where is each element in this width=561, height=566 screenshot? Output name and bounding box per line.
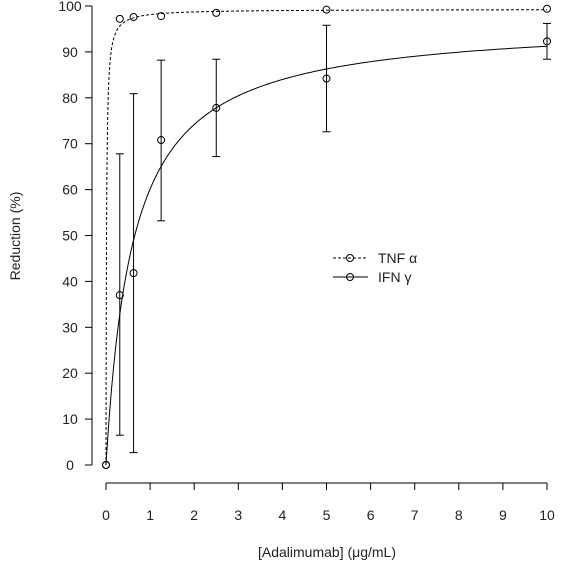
y-tick-label: 80 xyxy=(62,90,78,106)
data-point-tnf xyxy=(157,12,166,21)
legend: TNF α IFN γ xyxy=(333,250,417,285)
x-tick-label: 1 xyxy=(146,507,154,523)
data-point-ifn xyxy=(322,74,331,83)
data-point-tnf xyxy=(212,8,221,17)
data-point-tnf xyxy=(115,14,124,23)
y-tick-label: 40 xyxy=(62,273,78,289)
data-point-ifn xyxy=(543,37,551,46)
legend-marker-tnf xyxy=(346,254,354,262)
data-point-tnf xyxy=(322,5,331,14)
fit-curve-tnf xyxy=(105,9,547,465)
x-axis-title: [Adalimumab] (μg/mL) xyxy=(258,544,396,560)
data-point-tnf xyxy=(543,4,551,13)
y-axis-title: Reduction (%) xyxy=(7,192,23,281)
data-point-ifn xyxy=(212,103,221,112)
y-tick-label: 20 xyxy=(62,365,78,381)
y-tick-label: 30 xyxy=(62,319,78,335)
y-tick-label: 0 xyxy=(66,457,74,473)
x-tick-label: 9 xyxy=(499,507,507,523)
x-tick-label: 2 xyxy=(190,507,198,523)
y-tick-label: 100 xyxy=(58,0,82,14)
data-point-tnf xyxy=(129,13,138,22)
y-tick-label: 10 xyxy=(62,411,78,427)
y-tick-label: 60 xyxy=(62,182,78,198)
legend-marker-ifn xyxy=(346,273,354,281)
x-tick-label: 3 xyxy=(234,507,242,523)
x-tick-label: 4 xyxy=(279,507,287,523)
data-points xyxy=(102,4,551,469)
legend-label-ifn: IFN γ xyxy=(378,269,411,285)
error-bars xyxy=(115,22,551,454)
x-tick-label: 6 xyxy=(367,507,375,523)
x-tick-label: 7 xyxy=(411,507,419,523)
y-tick-label: 50 xyxy=(62,228,78,244)
x-tick-label: 8 xyxy=(455,507,463,523)
y-tick-label: 90 xyxy=(62,44,78,60)
data-point-ifn xyxy=(102,461,110,469)
data-point-ifn xyxy=(157,136,166,145)
x-tick-label: 0 xyxy=(102,507,110,523)
y-tick-label: 70 xyxy=(62,136,78,152)
data-point-ifn xyxy=(115,291,124,300)
x-tick-label: 5 xyxy=(323,507,331,523)
axes: 0 10 20 30 40 50 60 70 80 90 100 0 1 2 3 4 5 6 7 8 9 10 xyxy=(58,0,555,523)
data-point-ifn xyxy=(129,269,138,278)
x-tick-label: 10 xyxy=(539,507,555,523)
legend-label-tnf: TNF α xyxy=(378,250,417,266)
